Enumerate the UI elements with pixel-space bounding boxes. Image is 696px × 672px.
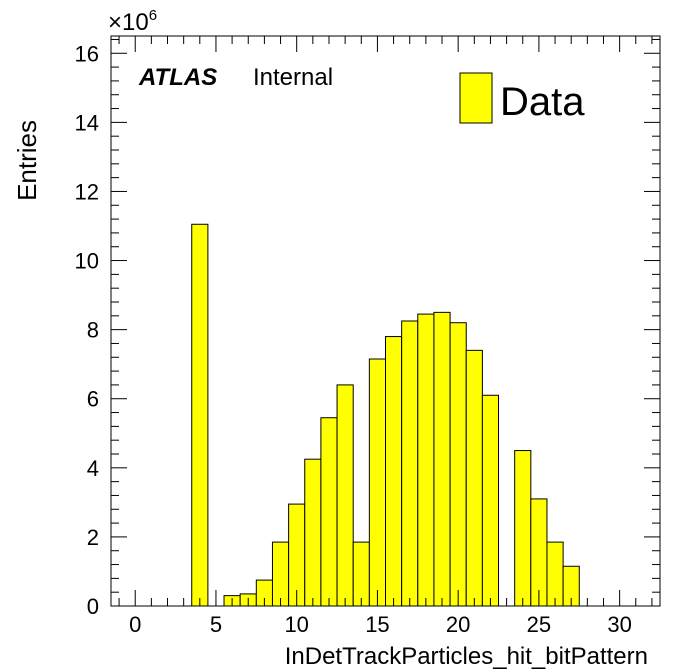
- histogram-bar: [191, 223, 209, 607]
- plot-frame: [110, 35, 661, 607]
- legend-label: Data: [500, 80, 585, 124]
- histogram-bar: [304, 458, 322, 607]
- histogram-bar: [352, 541, 370, 607]
- axis-ticks: [111, 36, 660, 607]
- x-tick-label: 5: [210, 612, 222, 637]
- tick-labels: 0 5 10 15 20 25 30 0 2 4 6 8 10 12 14 16: [75, 41, 632, 637]
- histogram-bar: [417, 313, 435, 607]
- histogram-bar: [401, 320, 419, 607]
- x-tick-label: 30: [607, 612, 631, 637]
- histogram-bar: [433, 311, 451, 607]
- y-tick-label: 14: [75, 110, 99, 135]
- y-tick-label: 8: [87, 318, 99, 343]
- y-tick-label: 2: [87, 525, 99, 550]
- x-tick-label: 20: [446, 612, 470, 637]
- x-tick-label: 25: [527, 612, 551, 637]
- y-multiplier: ×106: [108, 7, 157, 36]
- histogram-bar: [465, 349, 483, 607]
- histogram-bar: [320, 417, 338, 607]
- histogram-bar: [530, 498, 548, 607]
- histogram-bar: [336, 384, 354, 607]
- y-tick-label: 6: [87, 387, 99, 412]
- x-tick-label: 15: [365, 612, 389, 637]
- histogram-bars: [191, 223, 580, 607]
- histogram-bar: [271, 541, 290, 607]
- x-axis-label: InDetTrackParticles_hit_bitPattern: [285, 643, 648, 670]
- histogram-bar: [368, 358, 387, 607]
- histogram-bar: [385, 336, 403, 607]
- internal-label: Internal: [253, 64, 333, 91]
- y-tick-label: 4: [87, 456, 99, 481]
- x-tick-label: 10: [284, 612, 308, 637]
- histogram-bar: [449, 322, 467, 607]
- y-tick-label: 10: [75, 249, 99, 274]
- x-tick-label: 0: [129, 612, 141, 637]
- y-tick-label: 0: [87, 594, 99, 619]
- histogram-bar: [481, 394, 500, 607]
- legend-swatch: [459, 72, 493, 124]
- y-tick-label: 12: [75, 179, 99, 204]
- legend: Data: [459, 72, 585, 124]
- y-axis-label: Entries: [12, 120, 42, 201]
- histogram-bar: [546, 541, 564, 607]
- atlas-label: ATLAS: [138, 64, 217, 91]
- y-tick-label: 16: [75, 41, 99, 66]
- histogram-bar: [514, 450, 532, 607]
